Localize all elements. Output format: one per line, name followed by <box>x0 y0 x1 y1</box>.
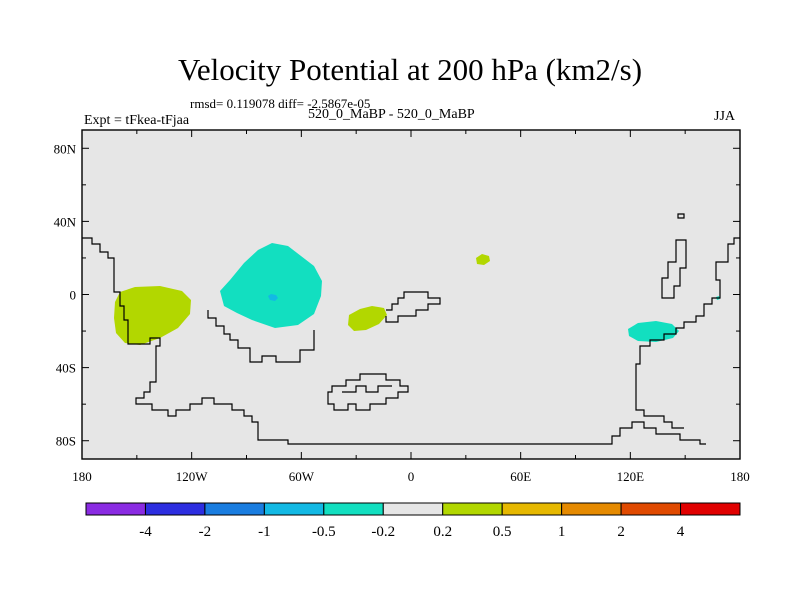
coastlines <box>82 213 740 445</box>
x-tick-label: 120W <box>176 469 209 484</box>
coastline-small-island-north <box>677 213 685 219</box>
colorbar-swatch <box>144 502 206 516</box>
coastline-south-atlantic-inner <box>342 385 392 393</box>
colorbar: -4 -2 -1 -0.5 -0.2 0.2 0.5 1 2 4 <box>85 502 741 540</box>
negative-anomaly-indonesia <box>628 321 679 342</box>
y-tick-label: 40N <box>54 214 77 229</box>
positive-anomaly-south-atlantic <box>348 306 387 331</box>
colorbar-swatch <box>263 502 325 516</box>
colorbar-swatch <box>561 502 622 516</box>
colorbar-label: -2 <box>199 524 212 540</box>
colorbar-label: 4 <box>677 524 685 540</box>
colorbar-swatch <box>620 502 682 516</box>
positive-anomaly-south-america <box>114 286 191 345</box>
colorbar-label: -4 <box>139 524 152 540</box>
colorbar-swatch <box>204 502 265 516</box>
x-tick-label: 180 <box>730 469 750 484</box>
colorbar-swatch <box>382 502 444 516</box>
colorbar-label: -1 <box>258 524 271 540</box>
colorbar-label: 1 <box>558 524 566 540</box>
x-tick-label: 60W <box>289 469 315 484</box>
colorbar-label: -0.5 <box>312 524 336 540</box>
y-tick-label: 0 <box>70 288 77 303</box>
colorbar-label: -0.2 <box>371 524 395 540</box>
colorbar-swatch <box>680 502 741 516</box>
colorbar-label: 2 <box>617 524 625 540</box>
colorbar-swatch <box>442 502 503 516</box>
colorbar-swatch <box>323 502 384 516</box>
season-label: JJA <box>714 109 736 124</box>
y-tick-label: 40S <box>56 361 76 376</box>
colorbar-label: 0.2 <box>433 524 452 540</box>
coastline-south-america-east <box>207 310 315 363</box>
center-label: 520_0_MaBP - 520_0_MaBP <box>308 107 475 122</box>
x-tick-label: 60E <box>510 469 531 484</box>
axis-labels: 180 120W 60W 0 60E 120E 180 80N 40N 0 40S 80S <box>54 141 750 484</box>
x-tick-label: 120E <box>617 469 645 484</box>
negative-anomaly-central <box>220 243 322 328</box>
x-tick-label: 0 <box>408 469 415 484</box>
colorbar-label: 0.5 <box>493 524 512 540</box>
positive-anomaly-africa <box>476 254 490 265</box>
plot-title: Velocity Potential at 200 hPa (km2/s) <box>177 52 643 87</box>
colorbar-swatch <box>85 502 146 516</box>
negative-anomaly-small-cell <box>268 294 278 301</box>
experiment-label: Expt = tFkea-tFjaa <box>84 113 190 128</box>
y-tick-label: 80S <box>56 434 76 449</box>
colorbar-swatch <box>501 502 563 516</box>
coastline-asia-east <box>635 237 740 429</box>
x-tick-label: 180 <box>72 469 92 484</box>
stats-label: rmsd= 0.119078 diff= -2.5867e-05 <box>190 96 371 111</box>
coastline-americas-west <box>82 237 706 445</box>
coastline-south-atlantic-islands <box>327 373 409 411</box>
axis-ticks <box>81 130 741 459</box>
y-tick-label: 80N <box>54 141 77 156</box>
coastline-africa <box>385 291 441 323</box>
map-panel: 180 120W 60W 0 60E 120E 180 80N 40N 0 40S 80S <box>54 129 750 484</box>
coastline-asia-north <box>661 239 687 299</box>
